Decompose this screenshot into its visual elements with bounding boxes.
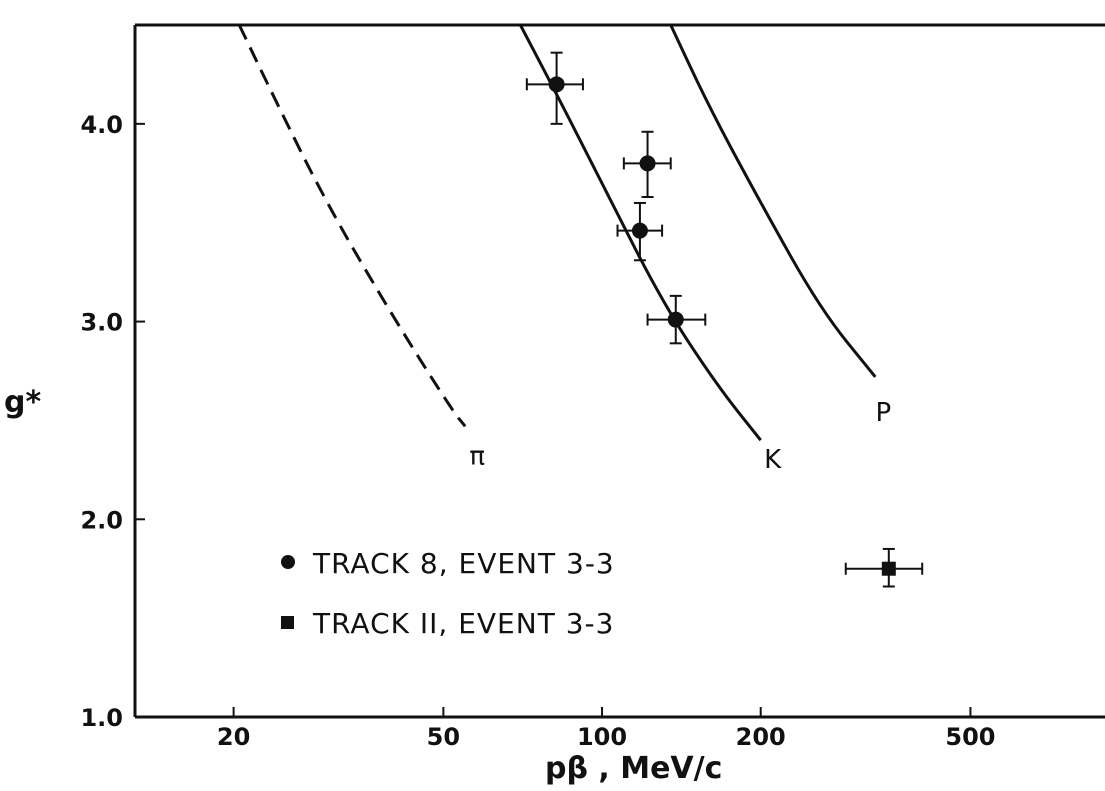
curve-p bbox=[669, 24, 877, 378]
reference-curves: π K P bbox=[237, 24, 891, 475]
legend: TRACK 8, EVENT 3-3 TRACK II, EVENT 3-3 bbox=[281, 547, 615, 640]
x-tick-label-50: 50 bbox=[427, 723, 460, 751]
x-tick-label-500: 500 bbox=[945, 723, 995, 751]
data-point-s0-2 bbox=[616, 201, 664, 262]
legend-square-marker bbox=[281, 616, 294, 629]
curve-label-p: P bbox=[875, 398, 891, 428]
data-point-s0-3 bbox=[646, 294, 707, 345]
y-tick-label-1: 2.0 bbox=[80, 506, 123, 534]
data-point-s0-0 bbox=[525, 51, 584, 125]
data-point-s0-1 bbox=[622, 130, 672, 199]
y-tick-label-0: 1.0 bbox=[80, 704, 123, 732]
circle-marker bbox=[667, 311, 684, 328]
x-axis-ticks: 20 50 100 200 500 bbox=[217, 707, 996, 751]
y-tick-label-3: 4.0 bbox=[80, 111, 123, 139]
plot-frame bbox=[133, 23, 1105, 719]
x-tick-label-200: 200 bbox=[736, 723, 786, 751]
curve-k bbox=[519, 24, 762, 442]
x-tick-label-100: 100 bbox=[577, 723, 627, 751]
y-tick-label-2: 3.0 bbox=[80, 309, 123, 337]
x-tick-label-20: 20 bbox=[217, 723, 250, 751]
square-marker bbox=[881, 561, 896, 576]
legend-label-track-11: TRACK II, EVENT 3-3 bbox=[312, 607, 614, 640]
data-point-s1-0 bbox=[844, 547, 924, 588]
circle-marker bbox=[548, 76, 565, 93]
x-axis-label: pβ , MeV/c bbox=[545, 751, 722, 786]
circle-marker bbox=[631, 222, 648, 239]
curve-label-k: K bbox=[764, 445, 782, 475]
legend-label-track-8: TRACK 8, EVENT 3-3 bbox=[312, 547, 615, 580]
y-axis-label: g* bbox=[4, 385, 41, 420]
circle-marker bbox=[639, 155, 656, 172]
y-axis-ticks: 1.0 2.0 3.0 4.0 bbox=[80, 111, 145, 732]
curve-pi bbox=[237, 24, 467, 428]
curve-label-pi: π bbox=[469, 441, 485, 471]
legend-circle-marker bbox=[281, 555, 295, 569]
data-points bbox=[525, 51, 924, 588]
